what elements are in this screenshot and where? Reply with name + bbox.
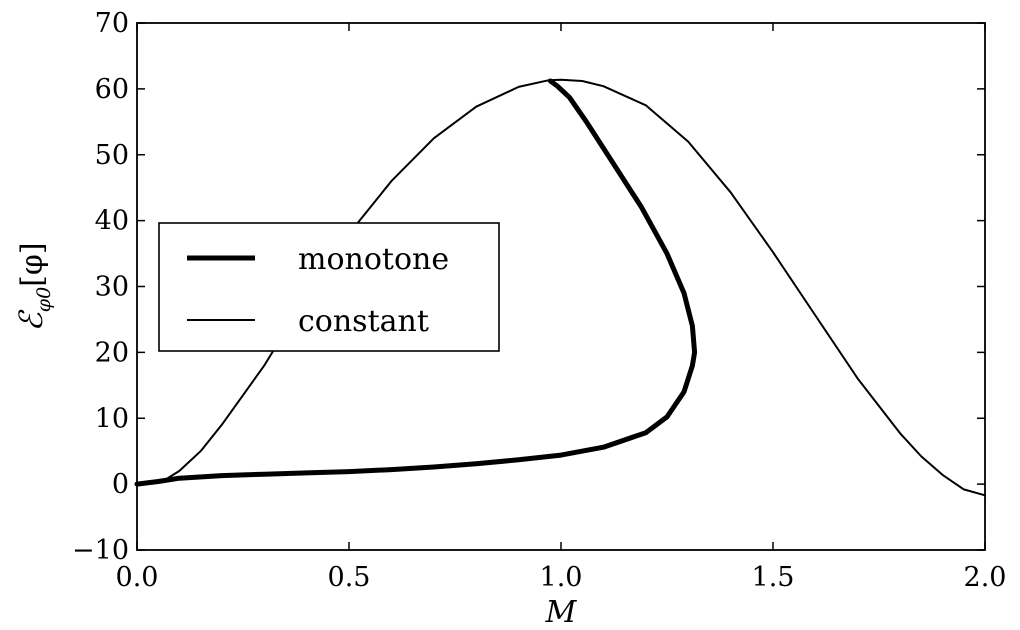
y-tick-label: −10 xyxy=(72,535,129,566)
y-axis-label-sub: φ0 xyxy=(33,287,55,312)
x-tick-label: 2.0 xyxy=(964,562,1007,593)
y-tick-label: 50 xyxy=(95,140,129,171)
y-axis-label-bracket: [φ] xyxy=(15,242,50,286)
y-tick-label: 30 xyxy=(95,272,129,303)
series-layer xyxy=(134,78,986,497)
y-tick-label: 0 xyxy=(112,469,129,500)
svg-text:ℰφ0[φ]: ℰφ0[φ] xyxy=(12,242,55,331)
x-tick-label: 1.0 xyxy=(540,562,583,593)
y-tick-label: 10 xyxy=(95,403,129,434)
series-line-monotone xyxy=(134,78,698,487)
y-tick-label: 70 xyxy=(95,8,129,39)
legend: monotone constant xyxy=(158,222,500,352)
y-tick-label: 20 xyxy=(95,337,129,368)
y-axis-label-main: ℰ xyxy=(12,309,50,332)
y-axis-label: ℰφ0[φ] xyxy=(12,242,55,331)
y-tick-label: 40 xyxy=(95,206,129,237)
x-axis-label: M xyxy=(545,595,578,630)
legend-label-monotone: monotone xyxy=(298,242,449,277)
x-tick-label: 0.0 xyxy=(116,562,159,593)
y-tick-label: 60 xyxy=(95,74,129,105)
tick-layer: 0.0 0.5 1.0 1.5 2.0 −10 0 10 20 30 40 50 60 70 xyxy=(72,8,1006,593)
legend-box xyxy=(158,222,500,352)
x-tick-label: 0.5 xyxy=(328,562,371,593)
legend-label-constant: constant xyxy=(298,304,429,339)
series-line-constant xyxy=(136,78,986,497)
x-tick-label: 1.5 xyxy=(752,562,795,593)
